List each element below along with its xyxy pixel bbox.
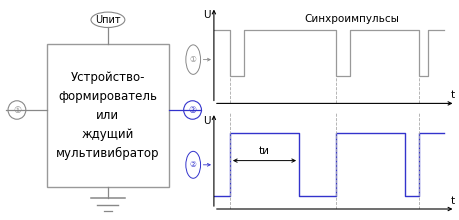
Text: ①: ① [13, 106, 21, 114]
Circle shape [185, 45, 200, 74]
Text: U: U [203, 10, 210, 20]
Text: ②: ② [188, 106, 196, 114]
Text: t: t [450, 90, 454, 100]
Circle shape [183, 101, 201, 119]
Text: Синхроимпульсы: Синхроимпульсы [304, 13, 398, 24]
Text: U: U [203, 116, 210, 126]
Circle shape [185, 151, 200, 178]
Text: ②: ② [190, 160, 196, 169]
Text: ①: ① [190, 55, 196, 64]
Text: tи: tи [258, 146, 269, 156]
Bar [46, 44, 169, 187]
Text: t: t [450, 196, 454, 206]
Text: Устройство-
формирователь
или
ждущий
мультивибратор: Устройство- формирователь или ждущий мул… [56, 71, 159, 160]
Text: Uпит: Uпит [95, 15, 120, 25]
Ellipse shape [91, 12, 124, 28]
Circle shape [8, 101, 26, 119]
